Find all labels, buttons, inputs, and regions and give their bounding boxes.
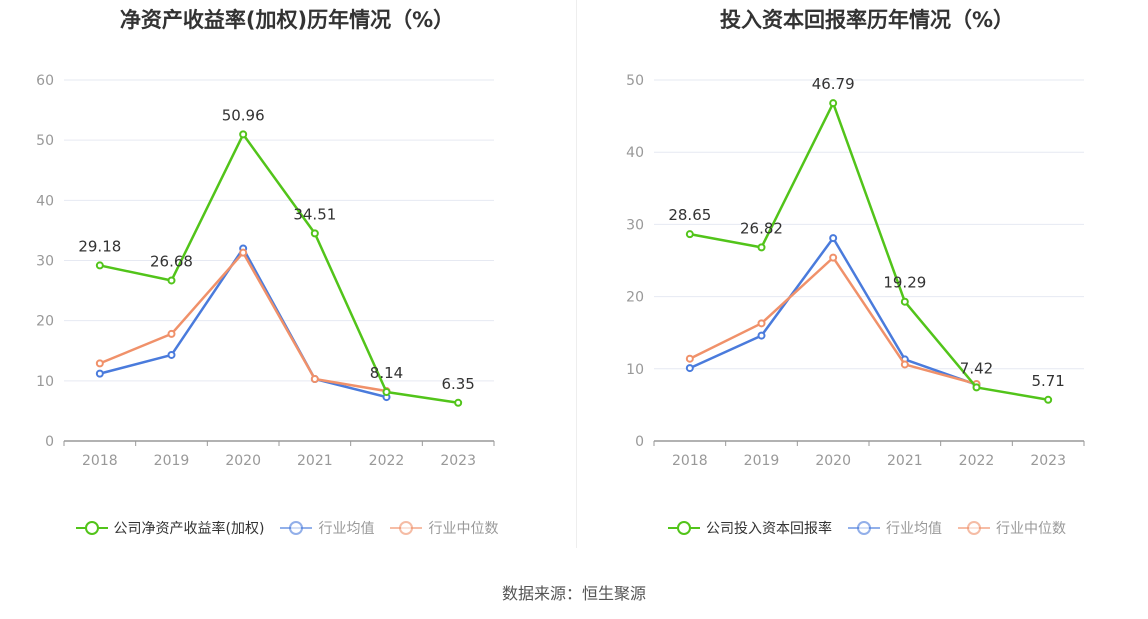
roe-x-tick-label: 2022 [369,453,405,469]
roe-legend-industry-median[interactable]: 行业中位数 [390,518,498,538]
roe-company-data-label: 29.18 [78,237,121,255]
roe-x-tick-label: 2023 [440,453,476,469]
roe-y-tick-label: 20 [36,314,54,330]
roic-chart-legend: 公司投入资本回报率 行业均值 行业中位数 [586,518,1148,538]
roic-y-tick-label: 10 [626,362,644,378]
roic-industry-mean-point[interactable] [685,364,694,373]
roe-x-tick-label: 2019 [154,453,190,469]
roic-company-data-label: 5.71 [1031,372,1064,390]
roic-industry-mean-point[interactable] [757,331,766,340]
roic-y-tick-label: 30 [626,217,644,233]
roic-legend-label: 公司投入资本回报率 [706,521,832,537]
roe-x-tick-label: 2020 [225,453,261,469]
roic-company-line [689,101,1049,402]
panel-divider [576,0,577,548]
roe-y-tick-label: 10 [36,374,54,390]
roic-industry-mean-point[interactable] [829,234,838,243]
roic-company-point[interactable] [685,230,694,239]
data-source-note: 数据来源：恒生聚源 [501,584,646,603]
roic-industry-median-line [689,256,977,386]
roe-y-tick-label: 0 [45,434,54,450]
roe-industry-median-point[interactable] [310,375,319,384]
roe-legend-industry-mean[interactable]: 行业均值 [280,518,374,538]
roic-company-data-label: 26.82 [740,219,783,237]
roe-chart-title: 净资产收益率(加权)历年情况（%） [119,8,455,32]
roic-legend-swatch [848,521,880,535]
roe-legend-label: 公司净资产收益率(加权) [113,521,265,537]
roe-x-tick-label: 2021 [297,453,333,469]
roe-x-tick-label: 2018 [82,453,118,469]
roic-company-data-label: 46.79 [812,75,855,93]
roic-chart-panel: 投入资本回报率历年情况（%） 0 10 20 30 40 50 2018 2019 2020 20… [586,0,1148,560]
roic-x-tick-label: 2022 [959,453,995,469]
roe-company-point[interactable] [95,261,104,270]
roe-chart-plot: 0 10 20 30 40 50 60 2018 2019 2020 2021 2022 2023 29.… [36,73,495,469]
roe-y-tick-label: 30 [36,254,54,270]
roic-industry-median-point[interactable] [685,354,694,363]
roe-y-tick-label: 60 [36,73,54,89]
roe-y-tick-label: 40 [36,193,54,209]
roe-y-tick-label: 50 [36,133,54,149]
roe-company-data-label: 26.68 [150,252,193,270]
roic-legend-label: 行业均值 [886,521,942,537]
roic-company-point[interactable] [757,243,766,252]
roic-company-point[interactable] [829,99,838,108]
roic-y-tick-label: 20 [626,290,644,306]
roe-legend-swatch [280,521,313,535]
roe-industry-mean-point[interactable] [95,369,104,378]
roic-industry-median-point[interactable] [757,319,766,328]
roic-industry-median-point[interactable] [829,253,838,262]
roic-legend-swatch [668,521,700,535]
roic-x-tick-label: 2023 [1030,453,1066,469]
roic-legend-industry-mean[interactable]: 行业均值 [848,518,942,538]
roe-company-data-label: 34.51 [293,205,336,223]
roic-legend-swatch [958,521,990,535]
roe-industry-mean-line [99,247,387,399]
roe-company-data-label: 8.14 [370,364,403,382]
roe-company-data-label: 50.96 [222,106,265,124]
roic-company-data-label: 19.29 [883,274,926,292]
roe-company-line [99,133,459,405]
roe-industry-mean-point[interactable] [167,350,176,359]
roe-legend-swatch [75,521,108,535]
roe-company-point[interactable] [167,276,176,285]
roe-company-point[interactable] [310,229,319,238]
roic-chart-title: 投入资本回报率历年情况（%） [719,8,1015,32]
roe-chart-legend: 公司净资产收益率(加权) 行业均值 行业中位数 [0,518,574,538]
roe-legend-company[interactable]: 公司净资产收益率(加权) [75,518,265,538]
roic-company-point[interactable] [972,383,981,392]
roic-y-tick-label: 0 [635,434,644,450]
roic-chart-plot: 0 10 20 30 40 50 2018 2019 2020 2021 2022 2023 28.65… [626,73,1085,469]
roe-legend-label: 行业均值 [318,521,375,537]
roe-company-point[interactable] [382,388,391,397]
roe-industry-median-point[interactable] [167,329,176,338]
roic-y-tick-label: 50 [626,73,644,89]
roic-legend-label: 行业中位数 [996,521,1066,537]
roe-chart-panel: 净资产收益率(加权)历年情况（%） 0 10 20 30 40 50 60 2018 2019 2… [0,0,574,560]
roic-x-tick-label: 2020 [815,453,851,469]
roe-company-point[interactable] [239,130,248,139]
roic-company-data-label: 28.65 [668,206,711,224]
roic-company-data-label: 7.42 [960,359,993,377]
roe-company-point[interactable] [454,398,463,407]
roe-legend-swatch [390,521,423,535]
roe-industry-median-point[interactable] [239,248,248,257]
roic-company-point[interactable] [900,297,909,306]
roic-x-tick-label: 2021 [887,453,923,469]
roe-company-data-label: 6.35 [441,375,474,393]
roic-x-tick-label: 2018 [672,453,708,469]
roic-legend-company[interactable]: 公司投入资本回报率 [668,518,832,538]
roic-legend-industry-median[interactable]: 行业中位数 [958,518,1066,538]
roic-company-point[interactable] [1044,395,1053,404]
roic-y-tick-label: 40 [626,145,644,161]
roic-industry-median-point[interactable] [900,360,909,369]
roe-industry-median-point[interactable] [95,359,104,368]
roe-legend-label: 行业中位数 [428,521,499,537]
roic-x-tick-label: 2019 [744,453,780,469]
